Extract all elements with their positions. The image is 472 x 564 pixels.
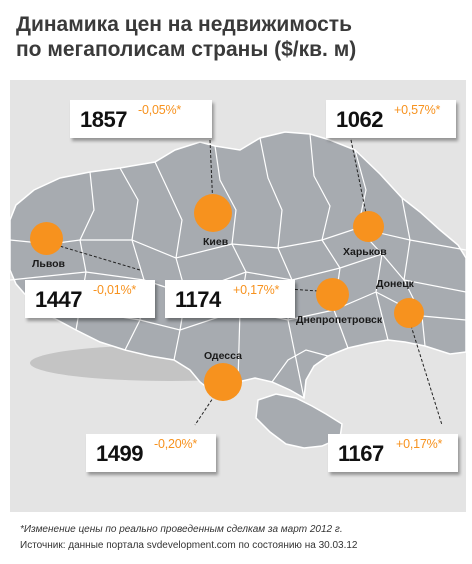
price-change-kharkov: +0,57%* — [394, 103, 440, 117]
city-dot-donetsk[interactable] — [394, 298, 424, 328]
city-label-kiev: Киев — [203, 236, 228, 248]
city-label-lviv: Львов — [32, 258, 65, 270]
price-box-kiev: 1857 -0,05%* — [70, 100, 212, 138]
city-label-dnepr: Днепропетровск — [296, 314, 382, 326]
footer: *Изменение цены по реально проведенным с… — [20, 522, 460, 554]
price-value-kharkov: 1062 — [336, 107, 383, 133]
price-change-lviv: -0,01%* — [93, 283, 136, 297]
price-change-kiev: -0,05%* — [138, 103, 181, 117]
price-change-odessa: -0,20%* — [154, 437, 197, 451]
price-value-odessa: 1499 — [96, 441, 143, 467]
city-dot-dnepr[interactable] — [316, 278, 349, 311]
title-line-1: Динамика цен на недвижимость — [16, 12, 456, 37]
city-dot-kiev[interactable] — [194, 194, 232, 232]
city-label-donetsk: Донецк — [376, 278, 414, 290]
city-dot-odessa[interactable] — [204, 363, 242, 401]
price-box-donetsk: 1167 +0,17%* — [328, 434, 458, 472]
price-box-kharkov: 1062 +0,57%* — [326, 100, 456, 138]
price-box-odessa: 1499 -0,20%* — [86, 434, 216, 472]
price-value-donetsk: 1167 — [338, 441, 384, 467]
price-value-dnepr: 1174 — [175, 287, 221, 313]
source-note: Источник: данные портала svdevelopment.c… — [20, 538, 460, 554]
footnote: *Изменение цены по реально проведенным с… — [20, 522, 460, 538]
city-dot-lviv[interactable] — [30, 222, 63, 255]
city-dot-kharkov[interactable] — [353, 211, 384, 242]
map-title: Динамика цен на недвижимость по мегаполи… — [16, 12, 456, 62]
price-change-dnepr: +0,17%* — [233, 283, 279, 297]
price-box-lviv: 1447 -0,01%* — [25, 280, 155, 318]
price-value-kiev: 1857 — [80, 107, 127, 133]
map-panel: Киев Харьков Львов Днепропетровск Донецк… — [10, 80, 466, 512]
city-label-odessa: Одесса — [204, 350, 242, 362]
price-change-donetsk: +0,17%* — [396, 437, 442, 451]
city-label-kharkov: Харьков — [343, 246, 387, 258]
title-line-2: по мегаполисам страны ($/кв. м) — [16, 37, 456, 62]
price-box-dnepr: 1174 +0,17%* — [165, 280, 295, 318]
price-value-lviv: 1447 — [35, 287, 82, 313]
